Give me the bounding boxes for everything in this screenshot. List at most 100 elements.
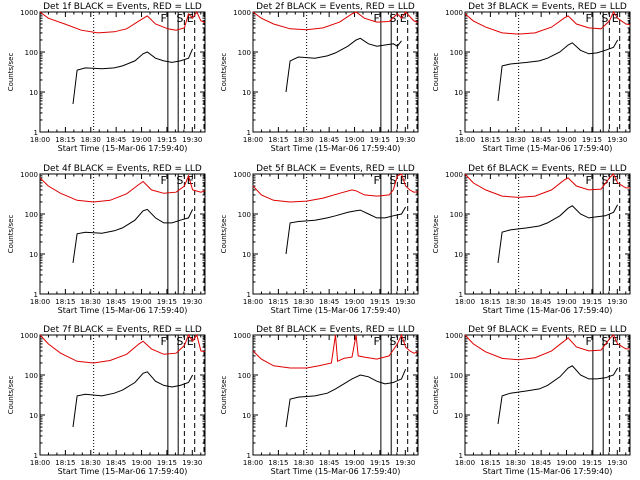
marker-label: F [374, 174, 380, 187]
series-line-lld [252, 173, 419, 203]
y-tick-label: 1000 [20, 9, 38, 17]
y-tick-label: 1000 [233, 332, 251, 340]
x-tick-label: 19:00 [556, 136, 576, 144]
series-line-lld [252, 11, 419, 31]
y-tick-label: 10 [454, 89, 463, 97]
series-line-lld [39, 333, 206, 364]
y-tick-label: 10 [454, 251, 463, 259]
y-tick-label: 1000 [20, 171, 38, 179]
x-tick-label: 18:45 [319, 459, 339, 467]
x-tick-label: 19:00 [131, 136, 151, 144]
x-tick-label: 19:15 [582, 136, 602, 144]
x-tick-label: 18:15 [480, 136, 500, 144]
x-tick-label: 18:30 [294, 136, 314, 144]
panel-5: Det 5f BLACK = Events, RED = LLD Start Ti… [220, 164, 419, 315]
x-tick-label: 19:00 [131, 298, 151, 306]
y-axis-label: Counts/sec [432, 215, 440, 254]
plot-frame [252, 334, 419, 456]
x-tick-label: 18:15 [480, 459, 500, 467]
series-line-events [72, 208, 194, 263]
x-tick-label: 18:00 [30, 298, 50, 306]
y-axis-label: Counts/sec [7, 376, 15, 415]
y-tick-label: 1 [247, 291, 251, 299]
series-line-lld [464, 334, 630, 361]
x-tick-label: 19:15 [370, 136, 390, 144]
y-tick-label: 10 [242, 412, 251, 420]
series-line-events [497, 204, 619, 263]
marker-label: S [601, 335, 608, 348]
x-tick-label: 18:45 [531, 136, 551, 144]
x-tick-label: 18:45 [106, 136, 126, 144]
x-tick-label: 18:45 [106, 298, 126, 306]
x-tick-label: 19:30 [607, 136, 627, 144]
series-line-events [285, 369, 407, 428]
x-tick-label: 18:15 [55, 136, 75, 144]
y-tick-label: 10 [454, 412, 463, 420]
plot-frame [39, 334, 206, 456]
series-line-events [72, 48, 194, 105]
marker-label: S [601, 12, 608, 25]
y-tick-label: 1000 [445, 171, 463, 179]
y-tick-label: 100 [25, 49, 38, 57]
x-tick-label: 19:00 [556, 298, 576, 306]
y-tick-label: 100 [25, 372, 38, 380]
x-tick-label: 18:00 [30, 136, 50, 144]
x-tick-label: 18:15 [268, 136, 288, 144]
y-tick-label: 1 [34, 129, 38, 137]
x-tick-label: 18:15 [268, 298, 288, 306]
marker-label: S [176, 335, 183, 348]
marker-label: S [389, 174, 396, 187]
x-tick-label: 19:00 [344, 298, 364, 306]
x-tick-label: 19:00 [131, 459, 151, 467]
marker-label: S [176, 174, 183, 187]
marker-label: E [612, 335, 619, 348]
y-axis-label: Counts/sec [7, 53, 15, 92]
panel-1: Det 1f BLACK = Events, RED = LLD Start Ti… [7, 2, 206, 153]
x-tick-label: 18:30 [506, 459, 526, 467]
panel-title: Det 1f BLACK = Events, RED = LLD [43, 2, 202, 12]
marker-label: E [187, 12, 194, 25]
x-tick-label: 19:00 [344, 136, 364, 144]
x-axis-label: Start Time (15-Mar-06 17:59:40) [58, 144, 188, 153]
x-axis-label: Start Time (15-Mar-06 17:59:40) [271, 467, 401, 476]
y-tick-label: 10 [29, 89, 38, 97]
plot-frame [39, 11, 206, 133]
panel-9: Det 9f BLACK = Events, RED = LLD Start Ti… [432, 325, 631, 476]
y-tick-label: 100 [450, 211, 463, 219]
series-line-lld [464, 10, 631, 35]
y-tick-label: 1000 [233, 171, 251, 179]
series-line-lld [39, 10, 206, 34]
series-line-lld [464, 173, 630, 198]
x-tick-label: 19:00 [344, 459, 364, 467]
x-axis-label: Start Time (15-Mar-06 17:59:40) [58, 306, 188, 315]
plot-frame [252, 173, 419, 295]
y-tick-label: 1000 [233, 9, 251, 17]
x-tick-label: 19:15 [582, 459, 602, 467]
plot-frame [252, 11, 419, 133]
x-tick-label: 19:30 [607, 298, 627, 306]
x-tick-label: 19:30 [182, 298, 202, 306]
x-axis-label: Start Time (15-Mar-06 17:59:40) [58, 467, 188, 476]
x-tick-label: 19:15 [157, 136, 177, 144]
y-tick-label: 100 [238, 211, 251, 219]
x-tick-label: 19:15 [157, 298, 177, 306]
plot-frame [464, 173, 631, 295]
series-line-lld [39, 174, 206, 203]
series-line-events [72, 371, 194, 428]
series-line-events [285, 37, 402, 93]
marker-label: E [612, 174, 619, 187]
x-tick-label: 19:30 [182, 136, 202, 144]
panel-title: Det 4f BLACK = Events, RED = LLD [43, 164, 202, 174]
x-tick-label: 19:30 [395, 459, 415, 467]
x-tick-label: 18:00 [243, 298, 263, 306]
x-tick-label: 18:15 [480, 298, 500, 306]
y-tick-label: 1000 [445, 332, 463, 340]
x-tick-label: 18:30 [506, 298, 526, 306]
x-axis-label: Start Time (15-Mar-06 17:59:40) [483, 467, 613, 476]
y-tick-label: 1 [459, 452, 463, 460]
series-line-events [497, 365, 619, 424]
marker-label: F [374, 335, 380, 348]
marker-label: S [176, 12, 183, 25]
panel-title: Det 8f BLACK = Events, RED = LLD [256, 325, 415, 335]
